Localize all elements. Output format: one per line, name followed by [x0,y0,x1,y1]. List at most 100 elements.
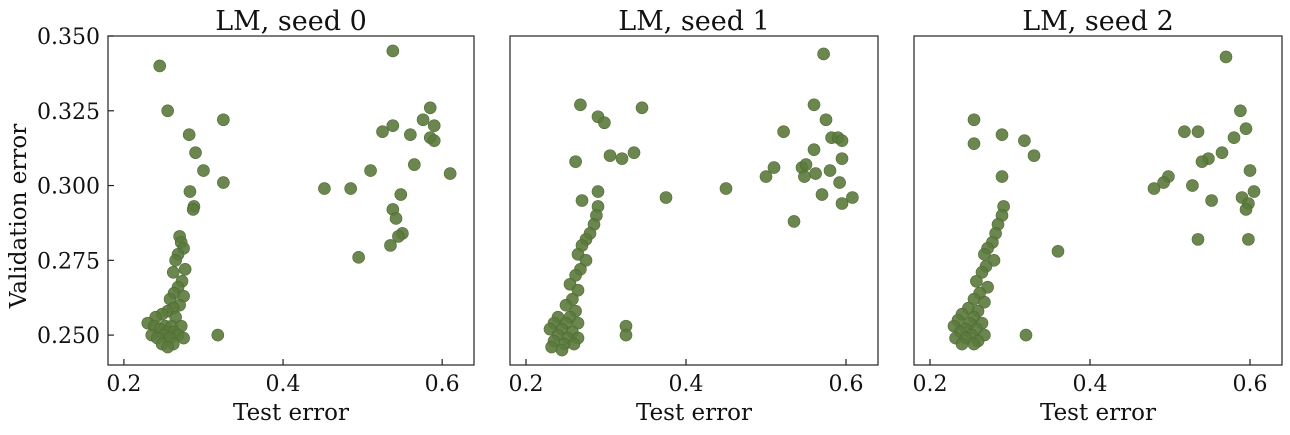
scatter-point [394,188,408,201]
scatter-point [217,113,230,127]
scatter-point [619,328,633,342]
scatter-point [807,98,821,112]
scatter-point [719,182,733,195]
scatter-point [182,128,196,141]
scatter-point [404,128,417,141]
x-tick-label: 0.4 [669,372,704,397]
scatter-point [1018,134,1031,147]
scatter-point [571,316,585,330]
scatter-point [627,146,641,159]
scatter-point [161,104,174,118]
scatter-point [1191,233,1205,246]
scatter-point [1178,125,1191,139]
x-axis-label: Test error [1040,400,1156,426]
scatter-point [161,340,174,354]
scatter-point [427,119,441,133]
scatter-point [389,212,403,225]
y-axis-label: Validation error [6,124,32,309]
scatter-point [615,152,629,165]
x-axis-label: Test error [233,400,349,426]
scatter-point [186,203,200,216]
scatter-point [1147,182,1161,195]
x-tick-label: 0.4 [1073,372,1108,397]
scatter-point [318,182,331,195]
scatter-point [799,158,813,171]
scatter-point [189,146,202,159]
x-tick-label: 0.2 [106,372,141,397]
scatter-point [545,340,558,354]
scatter-point [835,197,849,210]
scatter-point [178,262,192,276]
scatter-point [823,164,837,177]
scatter-point [1157,176,1170,189]
scatter-point [386,119,400,133]
scatter-point [967,137,981,150]
scatter-point [659,191,673,204]
scatter-point [955,337,969,351]
scatter-point [1051,245,1065,258]
scatter-point [183,185,197,198]
scatter-point [559,298,573,312]
scatter-point [798,170,811,183]
scatter-point [809,167,822,180]
scatter-points [543,47,859,357]
scatter-point [427,134,441,147]
x-tick-label: 0.6 [425,372,460,397]
scatter-point [591,185,605,198]
scatter-point [443,167,457,180]
scatter-point [995,170,1009,183]
y-tick-label: 0.325 [37,100,100,125]
scatter-point [166,265,180,279]
scatter-point [787,215,801,228]
plot-frame [913,35,1283,366]
scatter-point [635,101,649,115]
scatter-point [967,113,981,127]
scatter-point [1205,194,1218,207]
scatter-point [197,164,210,177]
scatter-point [759,170,773,183]
scatter-point [767,161,781,174]
scatter-point [1239,203,1253,216]
panel-0: LM, seed 0 0.2 0.4 0.6 0.250 0.275 0.300 0.325 0… [37,6,475,426]
panel-title: LM, seed 2 [1022,6,1174,37]
panel-2: LM, seed 2 0.2 0.4 0.6 Test error [913,6,1283,426]
panel-title: LM, seed 1 [618,6,770,37]
scatter-point [169,254,182,267]
x-tick-label: 0.2 [509,372,544,397]
y-tick-label: 0.275 [37,249,100,274]
scatter-point [364,164,377,177]
scatter-points [141,44,457,354]
scatter-point [1019,328,1033,342]
scatter-point [817,47,830,61]
scatter-point [416,113,430,127]
scatter-point [575,194,589,207]
scatter-point [1191,125,1205,139]
scatter-point [807,143,821,156]
scatter-point [1247,185,1261,198]
scatter-point [574,98,587,112]
scatter-point [376,125,389,139]
scatter-point [217,176,230,189]
scatter-point [777,125,790,139]
scatter-point [153,59,167,73]
scatter-point [835,134,849,147]
scatter-point [392,230,405,243]
scatter-point [352,251,365,264]
scatter-point [603,149,617,162]
x-tick-label: 0.4 [266,372,301,397]
scatter-point [569,268,582,282]
scatter-point [978,295,991,309]
plot-frame [107,35,475,366]
scatter-point [1227,131,1241,144]
scatter-point [177,331,190,345]
scatter-point [819,113,833,127]
scatter-points [947,50,1261,351]
scatter-point [1239,122,1253,136]
y-tick-label: 0.300 [37,175,100,200]
scatter-point [1242,233,1255,246]
x-tick-label: 0.2 [913,372,948,397]
scatter-point [569,155,582,168]
scatter-point [571,283,585,297]
scatter-point [835,152,849,165]
